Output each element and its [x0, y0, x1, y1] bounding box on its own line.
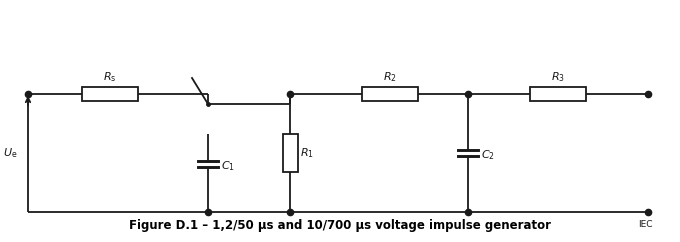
Bar — [282, 134, 298, 172]
Text: $R_2$: $R_2$ — [383, 70, 397, 84]
Bar — [530, 87, 586, 101]
Text: $R_3$: $R_3$ — [551, 70, 565, 84]
Text: Figure D.1 – 1,2/50 μs and 10/700 μs voltage impulse generator: Figure D.1 – 1,2/50 μs and 10/700 μs vol… — [129, 219, 551, 232]
Text: $R_{\rm s}$: $R_{\rm s}$ — [103, 70, 117, 84]
Bar — [362, 87, 418, 101]
Text: $R_1$: $R_1$ — [301, 146, 314, 160]
Text: $U_{\rm e}$: $U_{\rm e}$ — [3, 146, 18, 160]
Text: $C_2$: $C_2$ — [481, 148, 495, 162]
Text: $C_1$: $C_1$ — [221, 159, 235, 173]
Bar — [82, 87, 138, 101]
Text: IEC: IEC — [639, 220, 653, 229]
